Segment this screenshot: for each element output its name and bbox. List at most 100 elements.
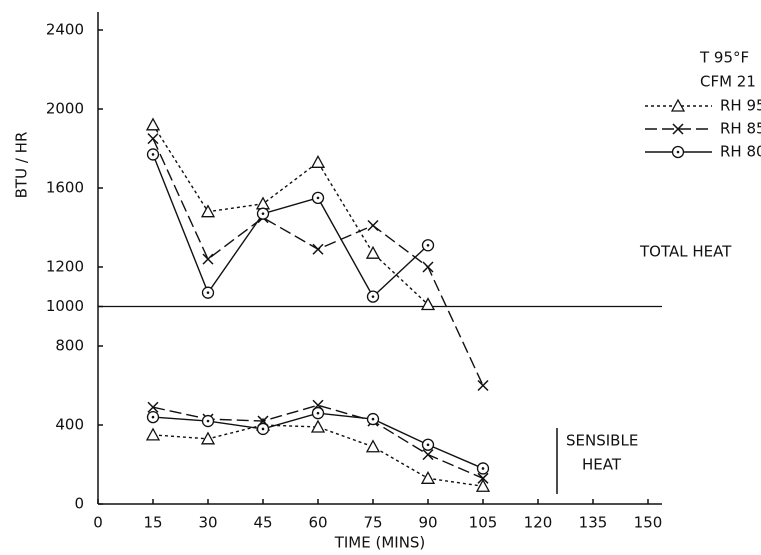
legend-label: RH 80%: [720, 143, 761, 161]
x-axis-label: TIME (MINS): [334, 534, 426, 552]
legend-label: RH 95%: [720, 97, 761, 115]
marker: [366, 412, 380, 426]
marker: [145, 427, 161, 441]
marker-shape: [365, 245, 381, 259]
marker-dot: [261, 212, 265, 215]
marker-shape: [475, 478, 491, 492]
marker-dot: [206, 419, 210, 423]
marker-shape: [310, 154, 326, 168]
marker: [147, 133, 159, 145]
marker-dot: [316, 411, 320, 415]
marker: [476, 462, 490, 475]
marker-shape: [365, 439, 381, 453]
series-line: [152, 124, 429, 306]
marker-shape: [200, 204, 216, 218]
marker-shape: [312, 243, 324, 255]
x-tick-label: 60: [308, 514, 327, 532]
marker: [670, 98, 686, 112]
x-tick-label: 135: [579, 514, 608, 532]
annotation: CFM 21: [700, 73, 756, 91]
marker-shape: [145, 117, 161, 131]
y-tick-label: 0: [74, 495, 84, 513]
marker: [312, 243, 324, 255]
marker: [146, 148, 160, 161]
marker: [256, 207, 270, 220]
marker: [421, 239, 435, 252]
marker-shape: [255, 196, 271, 210]
marker-shape: [147, 401, 159, 413]
marker-dot: [206, 291, 210, 294]
annotation: HEAT: [582, 456, 622, 474]
y-tick-label: 1600: [46, 179, 84, 197]
marker: [422, 449, 434, 461]
series-line: [152, 154, 429, 298]
marker: [422, 261, 434, 273]
marker-shape: [422, 261, 434, 273]
marker-shape: [145, 427, 161, 441]
marker-dot: [426, 443, 430, 447]
marker-shape: [420, 297, 436, 311]
marker-shape: [420, 470, 436, 484]
marker: [671, 145, 685, 159]
marker: [421, 438, 435, 451]
marker-shape: [422, 449, 434, 461]
marker-shape: [477, 379, 489, 392]
marker: [366, 290, 380, 303]
series-line: [152, 138, 484, 386]
marker: [202, 253, 214, 265]
marker: [475, 478, 491, 492]
marker: [311, 191, 325, 205]
marker: [310, 154, 326, 168]
y-tick-label: 400: [55, 416, 84, 434]
marker: [477, 379, 489, 392]
marker: [477, 472, 489, 484]
marker-dot: [151, 153, 155, 156]
marker-dot: [316, 196, 320, 200]
y-axis-label: BTU / HR: [13, 132, 31, 199]
marker-shape: [147, 133, 159, 145]
marker: [200, 204, 216, 218]
y-tick-label: 1200: [46, 258, 84, 276]
annotation: TOTAL HEAT: [639, 243, 732, 261]
marker-dot: [371, 417, 375, 421]
marker: [310, 419, 326, 433]
marker-shape: [367, 219, 379, 232]
legend-label: RH 85%: [720, 120, 761, 138]
annotation: T 95°F: [699, 49, 749, 67]
marker: [311, 406, 325, 420]
marker: [420, 297, 436, 311]
x-tick-label: 150: [634, 514, 663, 532]
marker-shape: [672, 123, 684, 135]
x-tick-label: 90: [418, 514, 437, 532]
marker-shape: [310, 419, 326, 433]
marker-shape: [202, 253, 214, 265]
x-tick-label: 45: [253, 514, 272, 532]
marker-dot: [676, 150, 680, 154]
y-tick-label: 2400: [46, 21, 84, 39]
y-tick-label: 1000: [46, 297, 84, 315]
y-tick-label: 2000: [46, 100, 84, 118]
y-tick-label: 800: [55, 337, 84, 355]
marker-shape: [200, 431, 216, 445]
marker: [255, 196, 271, 210]
marker: [147, 401, 159, 413]
marker: [420, 470, 436, 484]
x-tick-label: 75: [363, 514, 382, 532]
marker: [365, 245, 381, 259]
marker-dot: [261, 427, 265, 431]
x-tick-label: 120: [524, 514, 553, 532]
marker: [201, 286, 215, 299]
marker: [256, 422, 270, 436]
marker-dot: [481, 467, 485, 470]
marker-dot: [371, 295, 375, 298]
marker-dot: [151, 415, 155, 419]
marker-shape: [477, 472, 489, 484]
marker-dot: [426, 243, 430, 247]
marker: [200, 431, 216, 445]
x-tick-label: 15: [143, 514, 162, 532]
marker: [672, 123, 684, 135]
marker-shape: [670, 98, 686, 112]
marker: [365, 439, 381, 453]
marker: [367, 219, 379, 232]
